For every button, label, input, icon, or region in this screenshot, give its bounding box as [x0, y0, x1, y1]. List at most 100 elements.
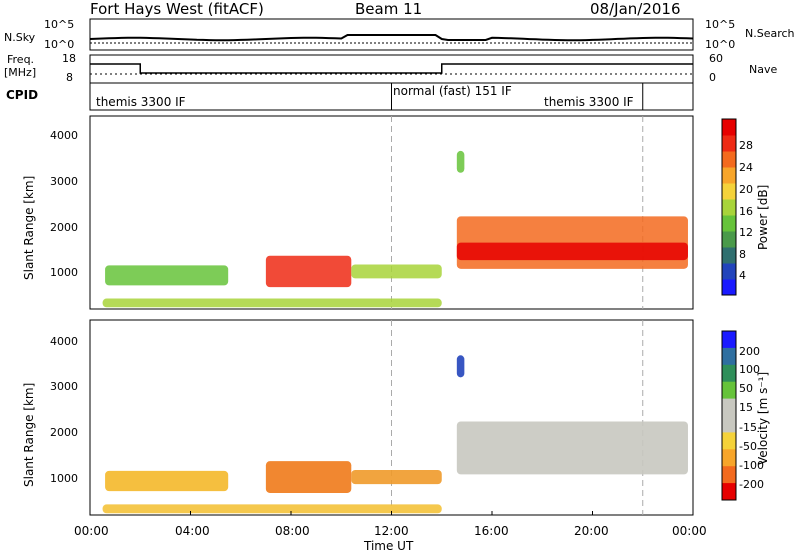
power-colorbar-cell-5	[722, 199, 736, 216]
power-colorbar-label: Power [dB]	[756, 184, 770, 250]
power-ytick-3000: 3000	[50, 175, 78, 188]
velocity-colorbar-cell-7	[722, 449, 736, 467]
power-ytick-1000: 1000	[50, 266, 78, 279]
velocity-cbar-tick-200: 200	[739, 345, 760, 358]
power-ytick-2000: 2000	[50, 221, 78, 234]
power-cbar-tick-28: 28	[739, 139, 753, 152]
power-colorbar-cell-10	[722, 119, 736, 136]
nsearch-label: N.Search	[745, 27, 795, 40]
velocity-colorbar-cell-2	[722, 364, 736, 383]
power-cbar-tick-16: 16	[739, 205, 753, 218]
velocity-colorbar-cell-5	[722, 415, 736, 433]
xtick-0000: 00:00	[74, 524, 109, 538]
velocity-colorbar-cell-4	[722, 398, 736, 416]
date-title: 08/Jan/2016	[590, 0, 681, 18]
xtick-2000: 20:00	[574, 524, 609, 538]
nsearch-tick-bottom: 10^0	[705, 38, 736, 51]
power-region-6	[456, 150, 465, 173]
velocity-cbar-tick-50: 50	[739, 382, 753, 395]
velocity-colorbar-label: Velocity [m s⁻¹]	[756, 371, 770, 465]
noise-sky-line	[89, 34, 694, 42]
velocity-region-1	[265, 461, 352, 493]
freq-tick-top: 18	[62, 52, 76, 65]
velocity-ytick-2000: 2000	[50, 426, 78, 439]
station-title: Fort Hays West (fitACF)	[90, 0, 264, 18]
nave-label: Nave	[749, 63, 778, 76]
power-cbar-tick-4: 4	[739, 269, 746, 282]
beam-title: Beam 11	[355, 0, 423, 18]
velocity-heatmap	[102, 355, 688, 514]
velocity-colorbar-cell-9	[722, 483, 736, 501]
xtick-1200: 12:00	[374, 524, 409, 538]
velocity-cbar-tick-minus100: -100	[739, 459, 764, 472]
power-heatmap	[102, 150, 688, 308]
power-ytick-4000: 4000	[50, 129, 78, 142]
freq-panel-frame	[89, 54, 694, 84]
power-colorbar-cell-6	[722, 183, 736, 200]
velocity-ytick-3000: 3000	[50, 380, 78, 393]
power-colorbar-cell-7	[722, 167, 736, 184]
power-ylabel: Slant Range [km]	[22, 175, 36, 280]
noise-panel-frame	[89, 18, 694, 51]
power-colorbar-cell-8	[722, 151, 736, 168]
colorbars	[721, 118, 737, 501]
velocity-region-0	[105, 470, 229, 492]
velocity-ylabel: Slant Range [km]	[22, 382, 36, 487]
cpid-segment-3: themis 3300 IF	[544, 95, 634, 109]
power-region-2	[351, 264, 442, 279]
xtick-1600: 16:00	[474, 524, 509, 538]
power-cbar-tick-20: 20	[739, 183, 753, 196]
velocity-region-3	[456, 421, 688, 475]
power-cbar-tick-12: 12	[739, 226, 753, 239]
velocity-cbar-tick-minus50: -50	[739, 440, 757, 453]
velocity-colorbar-cell-6	[722, 432, 736, 450]
nave-tick-top: 60	[709, 52, 723, 65]
cpid-segment-1: themis 3300 IF	[96, 95, 186, 109]
nave-tick-bottom: 0	[709, 71, 716, 84]
nsky-label: N.Sky	[4, 31, 36, 44]
velocity-cbar-tick-minus200: -200	[739, 478, 764, 491]
velocity-colorbar-cell-1	[722, 347, 736, 366]
power-region-4	[456, 242, 688, 261]
velocity-region-4	[102, 504, 442, 514]
velocity-cbar-tick-minus15: -15	[739, 421, 757, 434]
power-cbar-tick-24: 24	[739, 161, 753, 174]
xtick-0800: 08:00	[275, 524, 310, 538]
xtick-0400: 04:00	[175, 524, 210, 538]
nsky-tick-bottom: 10^0	[44, 38, 75, 51]
power-region-0	[105, 265, 229, 286]
cpid-label: CPID	[6, 88, 39, 102]
velocity-region-5	[456, 355, 465, 378]
cpid-segment-2: normal (fast) 151 IF	[393, 84, 512, 98]
velocity-colorbar-cell-0	[722, 331, 736, 349]
power-colorbar-frame	[721, 118, 737, 296]
velocity-colorbar-cell-3	[722, 381, 736, 400]
freq-label: Freq.	[7, 53, 35, 66]
velocity-colorbar-frame	[721, 330, 737, 501]
velocity-cbar-tick-100: 100	[739, 363, 760, 376]
velocity-cbar-tick-15: 15	[739, 401, 753, 414]
freq-unit-label: [MHz]	[4, 66, 37, 79]
power-colorbar-cell-9	[722, 135, 736, 152]
nsearch-tick-top: 10^5	[705, 18, 736, 31]
axis-ticks	[89, 511, 694, 515]
velocity-ytick-1000: 1000	[50, 472, 78, 485]
freq-tick-bottom: 8	[66, 71, 73, 84]
velocity-ytick-4000: 4000	[50, 335, 78, 348]
power-colorbar-cell-3	[722, 231, 736, 248]
time-series-lines	[89, 34, 694, 110]
power-colorbar-cell-4	[722, 215, 736, 232]
frequency-line	[90, 63, 693, 74]
power-cbar-tick-8: 8	[739, 248, 746, 261]
xaxis-label: Time UT	[364, 539, 414, 553]
power-colorbar-cell-1	[722, 263, 736, 280]
xtick-2400: 00:00	[672, 524, 707, 538]
power-colorbar-cell-2	[722, 247, 736, 264]
power-colorbar-cell-0	[722, 279, 736, 296]
power-region-1	[265, 255, 352, 288]
nsky-tick-top: 10^5	[44, 18, 75, 31]
velocity-region-2	[351, 470, 442, 485]
power-region-5	[102, 298, 442, 308]
velocity-colorbar-cell-8	[722, 466, 736, 484]
